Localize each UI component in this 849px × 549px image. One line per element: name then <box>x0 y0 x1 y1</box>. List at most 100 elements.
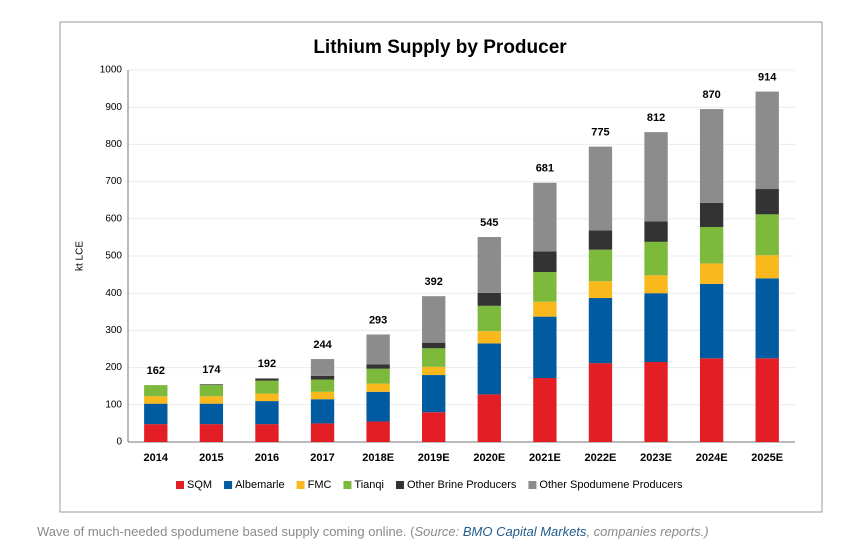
total-label: 545 <box>480 217 498 229</box>
y-tick-label: 0 <box>116 437 122 448</box>
bar-segment <box>755 255 779 279</box>
legend-swatch <box>176 481 184 489</box>
bar-segment <box>422 412 446 442</box>
bar-segment <box>255 378 279 379</box>
y-tick-label: 900 <box>105 102 122 113</box>
bar-segment <box>199 403 224 425</box>
bar-segment <box>255 401 279 425</box>
bar-segment <box>755 189 779 215</box>
bar-segment <box>755 278 779 359</box>
x-tick-label: 2024E <box>696 452 728 464</box>
bar-segment <box>699 226 724 264</box>
bar-segment <box>422 296 446 343</box>
bar-segment <box>755 91 779 190</box>
y-tick-label: 300 <box>105 325 122 336</box>
x-tick-label: 2025E <box>751 452 783 464</box>
legend-swatch <box>343 481 352 489</box>
x-tick-label: 2014 <box>144 452 169 464</box>
bar-segment <box>644 362 668 442</box>
x-tick-label: 2017 <box>310 452 334 464</box>
total-label: 192 <box>258 358 276 370</box>
bar-segment <box>366 364 390 369</box>
total-label: 812 <box>647 112 665 124</box>
legend-label: Other Spodumene Producers <box>539 479 683 491</box>
x-tick-label: 2016 <box>255 452 279 464</box>
x-tick-label: 2018E <box>362 452 394 464</box>
caption-source-prefix: Source: <box>414 524 463 539</box>
chart-title: Lithium Supply by Producer <box>313 37 567 58</box>
bar-segment <box>477 331 501 344</box>
bar-segment <box>477 292 501 306</box>
legend-label: SQM <box>187 479 212 491</box>
x-tick-label: 2015 <box>199 452 223 464</box>
y-tick-label: 800 <box>105 139 122 150</box>
y-tick-label: 500 <box>105 251 122 262</box>
bar-segment <box>422 366 446 376</box>
bar-segment <box>199 384 224 386</box>
bar-segment <box>255 393 279 402</box>
bar-segment <box>699 109 724 203</box>
legend-label: Tianqi <box>354 479 384 491</box>
total-label: 914 <box>758 71 777 83</box>
bar-segment <box>644 275 668 294</box>
bar-segment <box>255 424 279 442</box>
bar-segment <box>310 379 335 392</box>
bar-segment <box>533 271 557 302</box>
bar-segment <box>255 380 279 394</box>
total-label: 293 <box>369 314 387 326</box>
bar-segment <box>588 249 613 282</box>
bar-segment <box>144 424 168 442</box>
bar-segment <box>588 281 613 299</box>
total-label: 681 <box>536 163 554 175</box>
y-tick-label: 1000 <box>100 65 123 76</box>
chart: Lithium Supply by Producer kt LCE 0 100 20… <box>59 21 823 513</box>
x-tick-label: 2019E <box>418 452 450 464</box>
legend-label: Albemarle <box>235 479 285 491</box>
bar-segment <box>310 359 335 376</box>
caption-text: Wave of much-needed spodumene based supp… <box>37 524 415 539</box>
bar-segment <box>699 263 724 284</box>
bar-segment <box>144 403 168 425</box>
total-label: 174 <box>202 364 221 376</box>
caption-suffix: , companies reports.) <box>586 524 709 539</box>
legend-label: Other Brine Producers <box>407 479 517 491</box>
legend-label: FMC <box>308 479 332 491</box>
bar-segment <box>588 298 613 364</box>
bar-segment <box>533 378 557 442</box>
bar-segment <box>588 230 613 250</box>
bar-segment <box>755 358 779 442</box>
bar-segment <box>144 385 168 397</box>
bar-segment <box>588 363 613 442</box>
total-label: 775 <box>591 127 609 139</box>
y-tick-label: 600 <box>105 213 122 224</box>
total-label: 870 <box>702 89 720 101</box>
bar-segment <box>310 391 335 400</box>
bar-segment <box>699 202 724 227</box>
bar-segment <box>422 375 446 413</box>
bar-segment <box>366 391 390 422</box>
caption: Wave of much-needed spodumene based supp… <box>37 524 709 539</box>
bar-segment <box>477 237 501 293</box>
bar-segment <box>255 378 279 381</box>
legend-swatch <box>296 481 305 489</box>
bar-segment <box>533 316 557 379</box>
y-tick-label: 200 <box>105 362 122 373</box>
legend-swatch <box>395 481 404 489</box>
bar-segment <box>310 375 335 380</box>
bar-segment <box>366 368 390 384</box>
bar-segment <box>366 383 390 392</box>
bar-segment <box>144 396 168 404</box>
bar-segment <box>366 334 390 365</box>
bar-segment <box>477 343 501 395</box>
bar-segment <box>533 251 557 272</box>
caption-link[interactable]: BMO Capital Markets <box>462 524 587 539</box>
y-tick-label: 100 <box>105 399 122 410</box>
x-tick-label: 2021E <box>529 452 561 464</box>
total-label: 392 <box>425 276 443 288</box>
y-tick-label: 400 <box>105 288 122 299</box>
bar-segment <box>477 394 501 442</box>
bar-segment <box>199 424 224 442</box>
bar-segment <box>588 146 613 231</box>
total-label: 162 <box>147 365 165 377</box>
